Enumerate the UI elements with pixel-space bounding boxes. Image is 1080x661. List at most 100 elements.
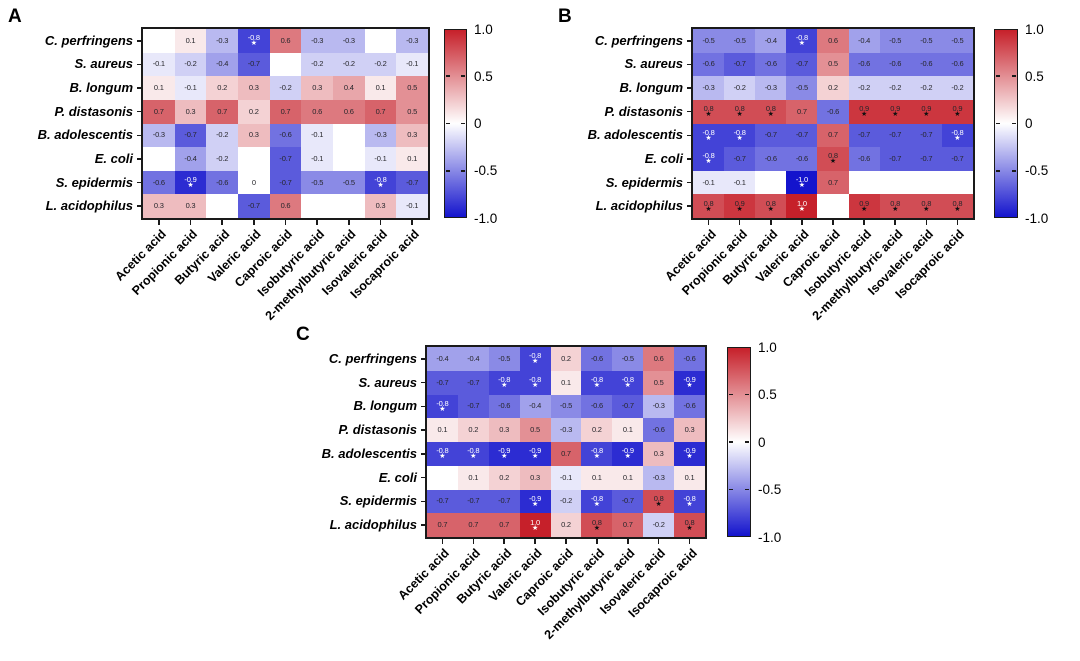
heatmap-cell: -0.7 [457,489,489,514]
cell-value: 0.6 [312,106,323,116]
cell-value: -0.7 [889,130,902,140]
cell-value: 0.8 [890,198,901,208]
cell-value: -0.7 [467,401,480,411]
panel-c-letter: C [296,324,310,345]
cell-value: -0.7 [795,130,808,140]
cell-value: -0.4 [184,153,197,163]
row-label: B. adolescentis [37,127,133,143]
cell-value: 0.3 [499,425,510,435]
y-tick [421,405,427,408]
heatmap-cell: -0.6 [206,170,238,195]
cell-value: 0.1 [561,377,571,387]
heatmap-cell: -0.9 ★ [174,170,207,195]
cell-value: 0.7 [828,130,838,140]
cell-value: -0.3 [152,130,165,140]
cell-value: -0.6 [279,130,292,140]
x-tick [348,220,350,225]
x-tick [738,220,741,225]
heatmap-cell [206,194,238,218]
heatmap-cell: -0.1 [174,76,207,100]
cell-value: 0.8 [952,198,963,208]
cell-value: 0.7 [153,106,164,116]
significance-star: ★ [798,205,806,213]
heatmap-cell: -0.8 ★ [427,442,458,466]
significance-star: ★ [593,500,601,508]
heatmap-cell: -0.7 [612,394,644,419]
cell-value: -0.5 [702,35,715,45]
heatmap-cell: -0.4 [848,29,880,53]
cell-value: -0.8 [529,351,542,361]
heatmap-cell: 0.8 ★ [674,513,705,537]
significance-star: ★ [439,405,446,413]
cell-value: 0.8 [734,104,745,114]
significance-star: ★ [593,382,601,390]
cell-value: -0.1 [184,83,197,93]
cell-value: -0.7 [951,153,964,163]
heatmap-cell: -0.8 ★ [693,123,725,148]
cell-value: -0.6 [764,59,777,69]
x-tick [769,220,772,225]
heatmap-cell: 0.6 [817,29,849,53]
cell-value: -0.9 [184,175,197,185]
heatmap-cell [427,465,458,490]
cell-value: 0.2 [591,425,602,435]
row-label: B. longum [69,80,133,96]
significance-star: ★ [686,524,693,532]
heatmap-cell: -0.7 [174,123,207,148]
significance-star: ★ [531,500,539,508]
row-label: B. adolescentis [587,127,683,143]
cell-value: -0.8 [529,375,542,385]
heatmap-cell [848,170,880,195]
colorbar-tick-label: -0.5 [474,163,498,179]
heatmap-cell: -0.4 [519,394,551,419]
cell-value: -0.8 [951,127,964,137]
heatmap-cell [941,170,973,195]
heatmap-cell: 0.9 ★ [910,99,942,124]
heatmap-cell: -0.7 [848,123,880,148]
x-tick [688,539,691,544]
heatmap-grid: -0.5 -0.5 -0.4 -0.8 ★ 0.6 -0.4 -0.5 -0.5 -0.5 -0.6… [691,27,975,220]
heatmap-cell: 0.2 [488,465,520,490]
heatmap-cell: -0.8 ★ [581,442,613,466]
heatmap-cell: -0.2 [333,52,365,77]
heatmap-cell: 0.1 [174,29,207,53]
heatmap-cell: -0.7 [879,123,911,148]
cell-value: -0.5 [621,353,634,363]
heatmap-cell: 0.3 [174,194,207,218]
heatmap-cell: -0.7 [238,194,270,218]
y-tick [137,134,143,137]
cell-value: -0.1 [311,153,324,163]
cell-value: 0.3 [407,130,418,140]
x-tick [189,220,192,225]
heatmap-cell: 0.8 ★ [643,489,675,514]
heatmap-cell: -0.2 [364,52,397,77]
significance-star: ★ [860,111,868,119]
cell-value: -0.7 [621,401,634,411]
cell-value: 0.3 [248,130,259,140]
y-tick [421,358,427,360]
cell-value: 0.9 [890,104,901,114]
cell-value: -0.2 [216,130,229,140]
heatmap-cell: -0.6 [755,147,787,171]
heatmap-cell: 0.7 [427,513,458,537]
y-tick [687,205,693,207]
significance-star: ★ [531,453,539,461]
cell-value: -0.8 [702,127,715,137]
heatmap-cell: -0.8 ★ [488,370,520,395]
x-tick [801,220,803,225]
cell-value: -0.6 [795,153,808,163]
heatmap-cell: 0.3 [301,76,333,100]
significance-star: ★ [501,453,508,461]
heatmap-cell: 0.7 [457,513,489,537]
heatmap-cell: -0.8 ★ [581,489,613,514]
heatmap-cell: -0.3 [143,123,175,148]
heatmap-cell: 0.8 ★ [817,147,849,171]
cell-value: -0.1 [559,472,573,482]
cell-value: 0.8 [828,151,838,161]
heatmap-cell: -0.7 [457,370,489,395]
x-tick [221,220,223,225]
heatmap-cell: 0.8 ★ [724,99,756,124]
cell-value: 0.7 [828,177,838,187]
heatmap-cell: -0.2 [879,76,911,100]
cell-value: -0.4 [436,353,449,363]
